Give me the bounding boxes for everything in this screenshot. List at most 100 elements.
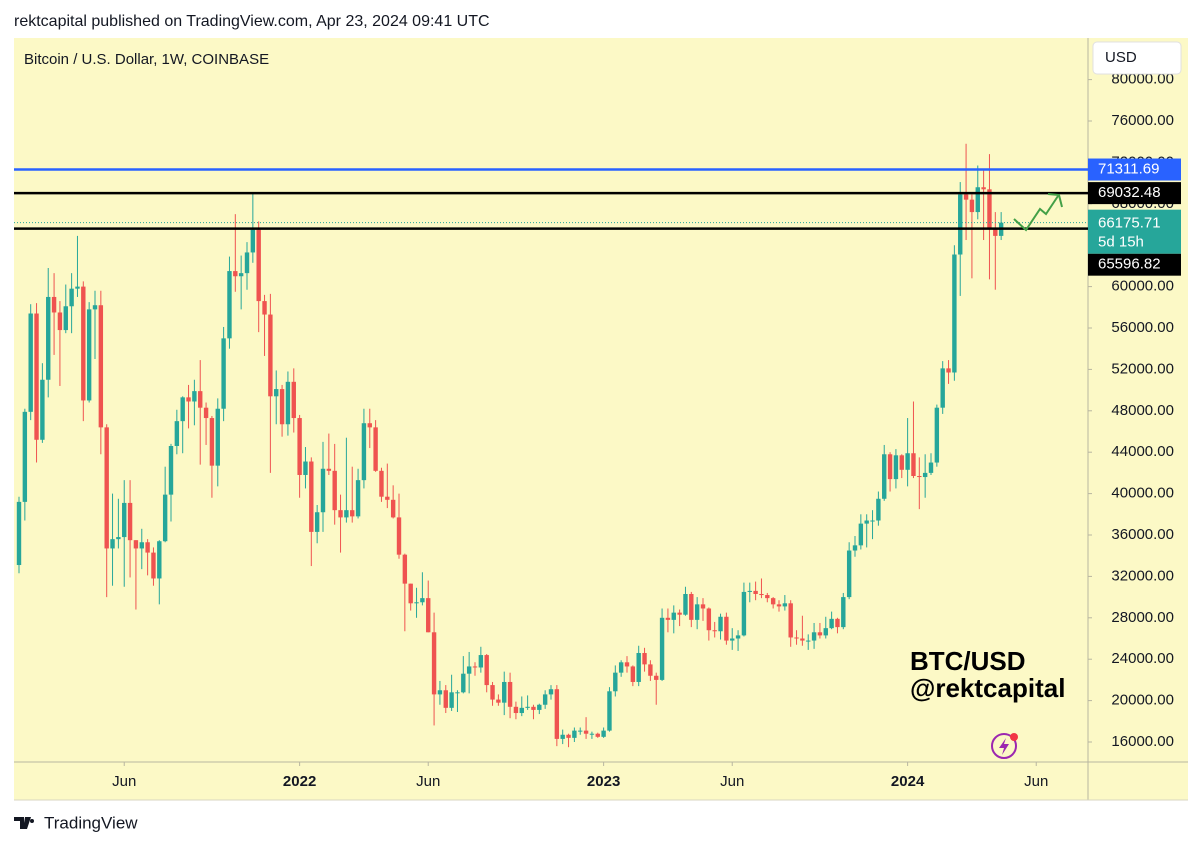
candle-body [133, 540, 139, 549]
candle-body [969, 199, 975, 213]
candle-body [922, 472, 928, 478]
y-tick-label: 24000.00 [1111, 650, 1174, 667]
candle-body [344, 510, 349, 518]
y-tick-label: 52000.00 [1111, 360, 1174, 377]
alert-dot [1010, 733, 1018, 741]
candle-body [221, 338, 226, 409]
candle-body [244, 252, 250, 274]
candle-body [689, 593, 694, 620]
candle-body [835, 618, 840, 628]
y-tick-label: 44000.00 [1111, 443, 1174, 460]
candle-body [355, 480, 361, 517]
candle-body [203, 407, 209, 419]
candle-body [829, 618, 834, 629]
y-tick-label: 32000.00 [1111, 567, 1174, 584]
level-label-box [1088, 253, 1181, 276]
candle-body [782, 603, 788, 607]
candle-body [952, 254, 957, 373]
candle-body [800, 638, 805, 641]
candle-body [595, 733, 600, 737]
level-label: 65596.82 [1098, 256, 1161, 273]
candle-body [326, 468, 332, 471]
alert-icon-bolt [999, 738, 1009, 755]
candle-body [396, 517, 402, 555]
candle-body [320, 468, 326, 513]
candle-body [28, 313, 33, 412]
candle-body [817, 632, 823, 636]
candle-body [858, 523, 864, 546]
candle-body [519, 707, 524, 714]
candle-body [706, 608, 712, 631]
candle-body [560, 734, 565, 739]
candle-body [408, 583, 413, 604]
candle-body [700, 604, 706, 609]
candle-body [630, 666, 636, 682]
candle-body [531, 706, 536, 710]
annotation: @rektcapital [910, 673, 1065, 703]
candle-body [390, 499, 396, 518]
x-tick-label: Jun [112, 773, 136, 790]
candle-body [338, 510, 343, 518]
candle-body [730, 638, 735, 641]
candle-body [291, 381, 296, 419]
candle-body [478, 655, 484, 668]
candle-body [233, 271, 238, 277]
candle-body [788, 603, 793, 638]
x-tick-label: Jun [416, 773, 440, 790]
candle-body [16, 501, 22, 566]
candle-body [934, 407, 940, 463]
candle-body [671, 612, 676, 620]
candle-body [589, 733, 595, 735]
candle-body [806, 640, 811, 642]
candle-body [174, 421, 180, 446]
candle-body [110, 539, 115, 549]
candle-body [373, 427, 378, 471]
candle-body [350, 510, 355, 517]
candle-body [145, 542, 150, 553]
candle-body [665, 617, 671, 620]
chart-title: Bitcoin / U.S. Dollar, 1W, COINBASE [24, 51, 269, 68]
candle-body [975, 187, 980, 213]
candle-body [127, 502, 133, 541]
x-tick-label: 2024 [891, 773, 925, 790]
candle-body [677, 612, 682, 615]
alert-icon[interactable] [991, 733, 1017, 759]
publish-header: rektcapital published on TradingView.com… [14, 13, 490, 30]
candle-body [75, 286, 80, 289]
candle-body [303, 461, 308, 475]
candle-body [981, 187, 986, 190]
candle-body [618, 662, 624, 673]
candle-body [987, 189, 992, 228]
candle-body [162, 494, 168, 542]
footer-brand: TradingView [44, 813, 138, 832]
currency-button[interactable] [1092, 41, 1182, 75]
candle-body [51, 296, 57, 313]
candle-body [846, 550, 852, 598]
candle-body [507, 681, 513, 707]
x-tick-label: 2023 [587, 773, 620, 790]
candle-body [361, 423, 367, 481]
candle-body [81, 286, 86, 401]
candle-body [747, 590, 752, 592]
candle-body [759, 593, 764, 596]
last-price-box [1088, 209, 1181, 254]
y-tick-label: 60000.00 [1111, 278, 1174, 295]
y-tick-label: 76000.00 [1111, 112, 1174, 129]
level-label: 69032.48 [1098, 184, 1161, 201]
candle-body [864, 520, 869, 524]
candle-body [554, 689, 560, 739]
candle-body [946, 368, 951, 373]
candle-body [57, 312, 63, 331]
candle-body [157, 541, 162, 579]
candle-body [624, 662, 630, 667]
candle-body [659, 617, 665, 680]
candle-body [537, 704, 542, 710]
countdown-label: 5d 15h [1098, 234, 1144, 251]
candle-body [525, 706, 530, 708]
y-tick-label: 48000.00 [1111, 402, 1174, 419]
candle-body [297, 418, 302, 475]
annotation: BTC/USD [910, 646, 1026, 676]
candle-body [443, 690, 448, 708]
